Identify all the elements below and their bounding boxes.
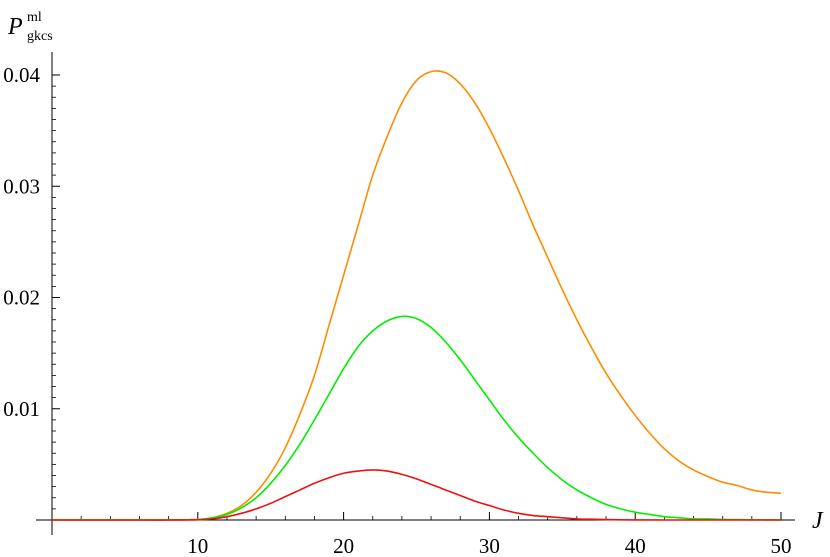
x-tick-label: 50	[771, 534, 792, 557]
y-tick-label: 0.04	[3, 63, 40, 87]
x-tick-label: 30	[479, 534, 500, 557]
y-axis-label-superscript: ml	[27, 10, 42, 25]
series-lines	[52, 70, 782, 521]
series-line-orange	[52, 70, 782, 521]
minor-ticks	[52, 85, 753, 520]
y-tick-label: 0.02	[3, 286, 40, 310]
series-line-red	[52, 469, 781, 521]
y-axis-label-subscript: gkcs	[27, 29, 53, 44]
tick-labels: 10 20 30 40 50 0.01 0.02 0.03 0.04	[3, 63, 791, 557]
y-tick-label: 0.01	[3, 397, 40, 421]
y-axis-label-main: P	[7, 14, 23, 40]
x-tick-label: 40	[625, 534, 646, 557]
x-axis-label: J	[812, 508, 824, 534]
x-tick-label: 10	[187, 534, 208, 557]
y-tick-label: 0.03	[3, 174, 40, 198]
y-axis-label: P ml gkcs	[7, 10, 53, 44]
major-ticks	[52, 74, 782, 520]
x-tick-label: 20	[333, 534, 354, 557]
series-line-green	[52, 315, 782, 521]
